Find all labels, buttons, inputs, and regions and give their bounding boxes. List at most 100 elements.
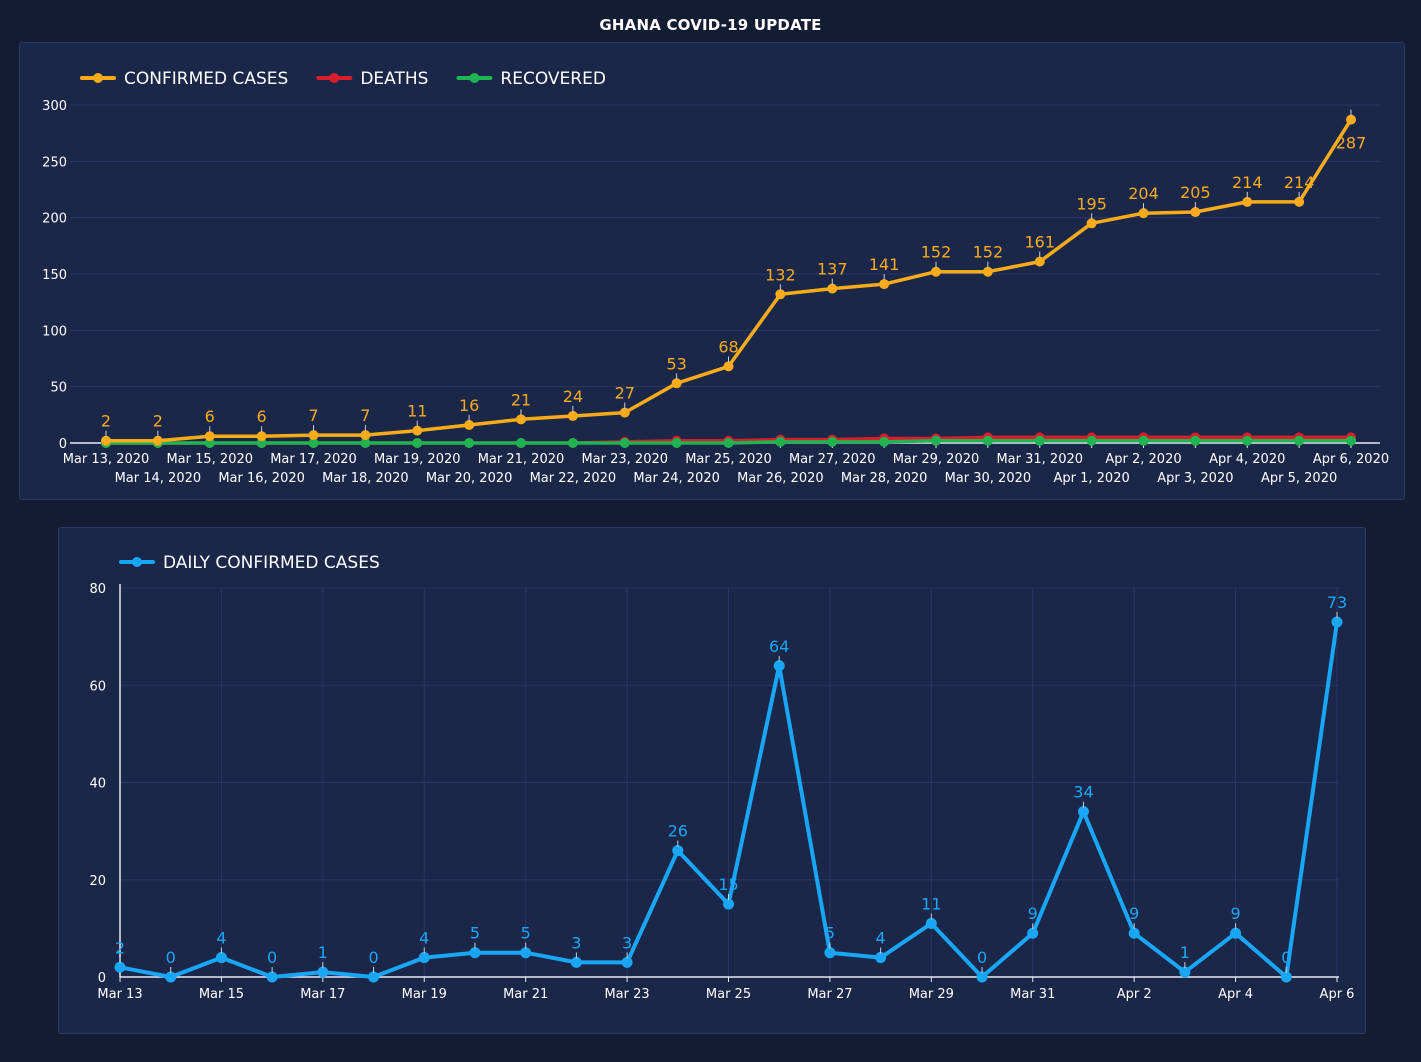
- data-label: 6: [205, 407, 215, 426]
- y-tick-label: 60: [89, 679, 106, 694]
- data-point: [827, 283, 838, 294]
- data-point: [775, 289, 786, 300]
- cumulative-chart-panel: 0 50 100 150 200 250 300 Mar 13, 2020 Mar 14, 20…: [19, 42, 1405, 500]
- cumulative-chart: 0 50 100 150 200 250 300 Mar 13, 2020 Mar 14, 20…: [42, 69, 1389, 486]
- data-point: [360, 430, 371, 441]
- data-label: 34: [1073, 783, 1093, 802]
- x-tick-label: Apr 1, 2020: [1054, 471, 1130, 486]
- data-label: 3: [622, 933, 632, 952]
- y-tick-label: 250: [42, 155, 67, 170]
- x-tick-label: Mar 15: [199, 987, 244, 1002]
- x-tick-label: Mar 19: [402, 987, 447, 1002]
- data-point: [101, 435, 111, 446]
- x-tick-label: Mar 21, 2020: [478, 452, 565, 467]
- data-point: [1027, 927, 1039, 939]
- data-label: 68: [718, 337, 738, 356]
- data-label: 5: [825, 924, 835, 943]
- data-label: 11: [921, 895, 941, 914]
- data-label: 53: [666, 354, 686, 373]
- x-tick-label: Mar 17: [300, 987, 345, 1002]
- data-point: [824, 947, 836, 959]
- data-point: [1242, 435, 1253, 446]
- data-point: [621, 956, 633, 968]
- data-point: [976, 971, 988, 983]
- data-point: [215, 952, 227, 964]
- data-point: [516, 414, 526, 425]
- y-tick-label: 150: [42, 268, 67, 283]
- legend-swatch-marker: [469, 73, 480, 83]
- data-label: 1: [318, 943, 328, 962]
- data-point: [982, 435, 993, 446]
- data-point: [1077, 806, 1089, 818]
- data-point: [165, 971, 177, 983]
- y-tick-label: 200: [42, 212, 67, 227]
- data-label: 27: [615, 384, 635, 403]
- y-tick-label: 300: [42, 99, 67, 114]
- data-label: 9: [1230, 904, 1240, 923]
- data-label: 214: [1284, 173, 1315, 192]
- page-title: GHANA COVID-19 UPDATE: [599, 16, 822, 34]
- y-tick-label: 40: [89, 777, 106, 792]
- data-point: [317, 966, 329, 978]
- data-label: 15: [718, 875, 738, 894]
- data-label: 5: [470, 924, 480, 943]
- data-point: [360, 438, 371, 448]
- data-label: 0: [1281, 948, 1291, 967]
- y-tick-label: 80: [89, 582, 106, 597]
- data-label: 73: [1327, 593, 1347, 612]
- data-label: 9: [1129, 904, 1139, 923]
- x-tick-label: Mar 31, 2020: [996, 452, 1083, 467]
- data-point: [308, 438, 319, 448]
- data-point: [773, 660, 785, 672]
- x-tick-label: Mar 13: [97, 987, 142, 1002]
- data-label: 0: [166, 948, 176, 967]
- data-point: [469, 947, 481, 959]
- data-label: 195: [1076, 194, 1107, 213]
- data-label: 4: [876, 929, 886, 948]
- legend-entry: RECOVERED: [500, 69, 606, 89]
- data-label: 24: [563, 387, 583, 406]
- data-point: [418, 952, 430, 964]
- data-point: [671, 438, 682, 448]
- data-label: 1: [1180, 943, 1190, 962]
- data-label: 7: [360, 406, 370, 425]
- x-tick-label: Mar 20, 2020: [426, 471, 513, 486]
- data-label: 5: [521, 924, 531, 943]
- data-point: [308, 430, 319, 441]
- x-tick-label: Mar 23, 2020: [581, 452, 668, 467]
- data-point: [1190, 207, 1201, 218]
- x-tick-label: Mar 16, 2020: [218, 471, 305, 486]
- x-tick-label: Apr 5, 2020: [1261, 471, 1337, 486]
- legend-swatch-marker: [93, 73, 103, 83]
- data-point: [879, 279, 890, 290]
- data-point: [672, 845, 684, 857]
- data-point: [1086, 218, 1097, 229]
- x-tick-label: Mar 27: [807, 987, 852, 1002]
- data-label: 21: [511, 390, 531, 409]
- data-label: 4: [419, 929, 429, 948]
- data-point: [567, 410, 578, 421]
- y-tick-label: 50: [50, 381, 67, 396]
- y-tick-label: 100: [42, 324, 67, 339]
- x-tick-label: Mar 19, 2020: [374, 452, 461, 467]
- data-point: [827, 436, 838, 447]
- data-label: 152: [973, 243, 1004, 262]
- data-point: [368, 971, 380, 983]
- data-label: 4: [216, 929, 226, 948]
- x-tick-label: Apr 6: [1320, 987, 1355, 1002]
- data-point: [1086, 435, 1097, 446]
- x-tick-label: Mar 25, 2020: [685, 452, 772, 467]
- data-point: [1138, 435, 1149, 446]
- data-point: [567, 438, 578, 448]
- data-point: [671, 378, 682, 389]
- data-point: [1280, 971, 1292, 983]
- data-label: 9: [1028, 904, 1038, 923]
- data-point: [723, 361, 734, 372]
- data-label: 2: [115, 938, 125, 957]
- data-point: [412, 425, 423, 436]
- data-point: [879, 436, 890, 447]
- x-tick-label: Mar 27, 2020: [789, 452, 876, 467]
- data-label: 6: [257, 407, 267, 426]
- daily-chart-panel: 0 20 40 60 80 Mar 13 Mar 15 Mar 17 Mar 19 Mar 21 M…: [58, 527, 1366, 1034]
